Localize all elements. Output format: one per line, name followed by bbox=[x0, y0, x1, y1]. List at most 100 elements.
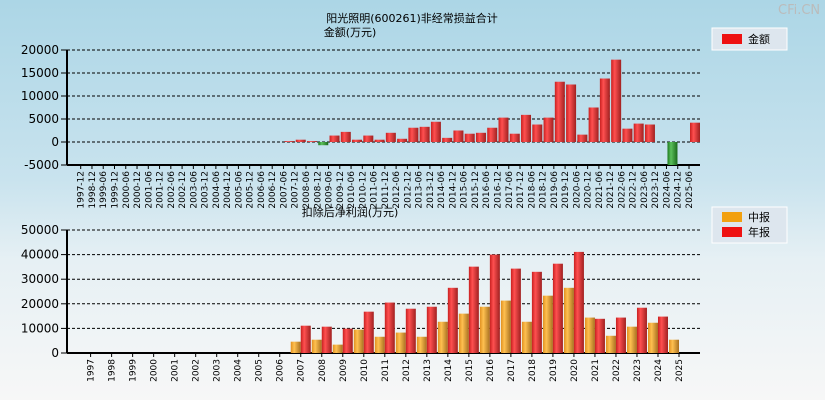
x-tick-label: 2008-12 bbox=[313, 171, 323, 209]
bar-interim bbox=[479, 306, 490, 353]
x-tick-label: 2004-12 bbox=[223, 171, 233, 209]
x-tick-label: 2022-06 bbox=[617, 171, 627, 209]
legend-swatch-annual bbox=[722, 227, 742, 237]
y-tick-label: 0 bbox=[51, 135, 59, 149]
bar-annual bbox=[405, 308, 416, 353]
bar-amount bbox=[599, 78, 610, 142]
x-tick-label: 2002-06 bbox=[167, 171, 177, 209]
x-tick-label: 2004 bbox=[234, 359, 244, 382]
x-tick-label: 2006-06 bbox=[257, 171, 267, 209]
x-tick-label: 2000 bbox=[150, 359, 160, 382]
x-tick-label: 1999 bbox=[129, 359, 139, 382]
x-tick-label: 2011-12 bbox=[381, 171, 391, 209]
x-tick-label: 2018 bbox=[528, 359, 538, 382]
bar-interim bbox=[669, 339, 679, 353]
x-tick-label: 2015-12 bbox=[471, 171, 481, 209]
x-tick-label: 2021-06 bbox=[595, 171, 605, 209]
bar-amount bbox=[611, 59, 622, 142]
x-tick-label: 2009-12 bbox=[336, 171, 346, 209]
x-tick-label: 2000-12 bbox=[133, 171, 143, 209]
bar-amount bbox=[554, 81, 565, 142]
x-tick-label: 1998-12 bbox=[88, 171, 98, 209]
bar-annual bbox=[489, 254, 500, 353]
x-tick-label: 2019 bbox=[549, 359, 559, 382]
x-tick-label: 2019-12 bbox=[561, 171, 571, 209]
y-tick-label: 30000 bbox=[21, 272, 59, 286]
x-tick-label: 2011 bbox=[381, 359, 391, 382]
bar-annual bbox=[510, 268, 521, 353]
bar-amount bbox=[475, 132, 486, 142]
x-tick-label: 2005 bbox=[255, 359, 265, 382]
bar-interim bbox=[416, 336, 427, 353]
bar-amount bbox=[464, 133, 475, 142]
bar-annual bbox=[615, 317, 626, 353]
bar-interim bbox=[290, 341, 301, 353]
x-tick-label: 2017 bbox=[507, 359, 517, 382]
bar-interim bbox=[353, 329, 364, 353]
x-tick-label: 2013-06 bbox=[415, 171, 425, 209]
x-tick-label: 2020-12 bbox=[584, 171, 594, 209]
x-tick-label: 2021-12 bbox=[606, 171, 616, 209]
bar-amount bbox=[329, 135, 340, 142]
bar-amount bbox=[487, 127, 498, 142]
bar-amount bbox=[498, 117, 509, 142]
x-tick-label: 2009-06 bbox=[325, 171, 335, 209]
bar-amount bbox=[532, 124, 543, 142]
x-tick-label: 2010-12 bbox=[358, 171, 368, 209]
y-tick-label: 0 bbox=[51, 346, 59, 360]
x-tick-label: 2007 bbox=[297, 359, 307, 382]
y-tick-label: -5000 bbox=[24, 158, 59, 172]
bar-amount bbox=[318, 142, 329, 146]
bar-amount bbox=[633, 123, 644, 142]
bar-amount bbox=[521, 114, 532, 142]
x-tick-label: 2018-12 bbox=[539, 171, 549, 209]
bar-annual bbox=[447, 287, 458, 353]
bar-amount bbox=[340, 131, 351, 142]
bar-amount bbox=[543, 117, 554, 142]
x-tick-label: 2006 bbox=[276, 359, 286, 382]
bar-amount bbox=[667, 142, 678, 165]
y-tick-label: 20000 bbox=[21, 297, 59, 311]
x-tick-label: 2004-06 bbox=[212, 171, 222, 209]
bar-amount bbox=[644, 124, 655, 142]
bar-amount bbox=[295, 139, 306, 142]
x-tick-label: 2024 bbox=[654, 359, 664, 382]
legend-swatch-amount bbox=[722, 34, 742, 44]
x-tick-label: 2002 bbox=[192, 359, 202, 382]
x-tick-label: 2023 bbox=[633, 359, 643, 382]
bar-interim bbox=[374, 336, 385, 353]
bar-amount bbox=[397, 138, 408, 142]
chart2-legend: 中报 年报 bbox=[711, 206, 788, 244]
x-tick-label: 2002-12 bbox=[178, 171, 188, 209]
bar-amount bbox=[588, 107, 599, 142]
bar-amount bbox=[566, 84, 577, 142]
x-tick-label: 2016 bbox=[486, 359, 496, 382]
bar-amount bbox=[622, 128, 633, 142]
y-tick-label: 40000 bbox=[21, 248, 59, 262]
bar-annual bbox=[300, 325, 311, 353]
legend-swatch-interim bbox=[722, 212, 742, 222]
bar-annual bbox=[321, 326, 332, 353]
x-tick-label: 2022-12 bbox=[629, 171, 639, 209]
x-tick-label: 2001-06 bbox=[144, 171, 154, 209]
bar-amount bbox=[284, 141, 295, 142]
bar-interim bbox=[521, 321, 532, 353]
x-tick-label: 2012-12 bbox=[403, 171, 413, 209]
x-tick-label: 1997-12 bbox=[77, 171, 87, 209]
bar-annual bbox=[342, 328, 353, 353]
x-tick-label: 2001-12 bbox=[156, 171, 166, 209]
x-tick-label: 2005-06 bbox=[234, 171, 244, 209]
x-tick-label: 2006-12 bbox=[268, 171, 278, 209]
y-tick-label: 50000 bbox=[21, 223, 59, 237]
x-tick-label: 1999-06 bbox=[99, 171, 109, 209]
bar-interim bbox=[332, 344, 343, 353]
bar-annual bbox=[384, 302, 395, 353]
watermark: CFi.CN bbox=[778, 3, 820, 18]
bar-amount bbox=[374, 139, 385, 142]
x-tick-label: 2014 bbox=[444, 359, 454, 382]
y-tick-label: 10000 bbox=[21, 89, 59, 103]
chart1-legend: 金额 bbox=[711, 27, 788, 51]
x-tick-label: 2024-12 bbox=[674, 171, 684, 209]
x-tick-label: 2007-06 bbox=[279, 171, 289, 209]
